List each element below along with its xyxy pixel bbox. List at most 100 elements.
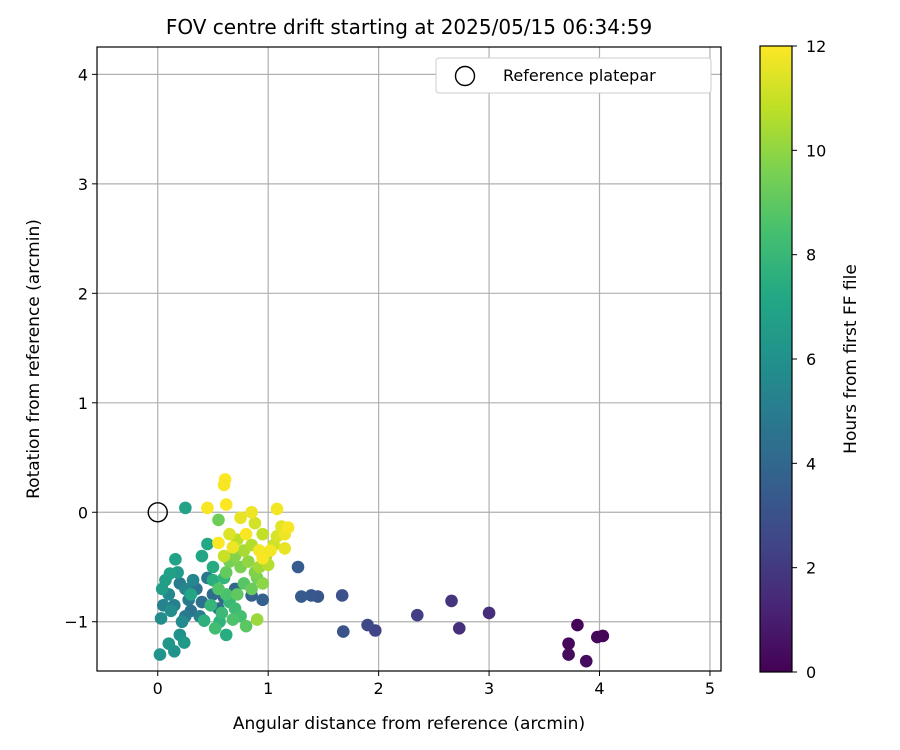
data-point xyxy=(579,654,593,668)
data-point xyxy=(335,589,349,602)
colorbar-tick-label: 8 xyxy=(806,246,816,265)
data-point xyxy=(361,618,374,632)
data-point xyxy=(219,498,233,511)
colorbar-ticks: 0 2 4 6 8 10 12 xyxy=(792,37,826,682)
data-point xyxy=(295,590,308,603)
data-point xyxy=(562,637,575,650)
x-tick-label: 5 xyxy=(705,679,715,698)
legend-marker xyxy=(454,65,476,87)
y-axis-title: Rotation from reference (arcmin) xyxy=(24,219,44,499)
data-point xyxy=(242,555,255,568)
data-point xyxy=(270,502,284,516)
chart-title: FOV centre drift starting at 2025/05/15 … xyxy=(166,15,652,39)
data-points xyxy=(153,473,610,668)
y-tick-label: 0 xyxy=(78,503,88,522)
data-point xyxy=(304,589,318,602)
data-point xyxy=(250,613,264,626)
data-point xyxy=(154,612,168,625)
data-point xyxy=(256,551,269,565)
plot-frame xyxy=(96,46,722,672)
data-point xyxy=(162,637,176,650)
y-tick-label: 2 xyxy=(78,284,88,303)
data-point xyxy=(234,511,247,525)
data-point xyxy=(177,636,191,649)
data-point xyxy=(278,542,292,555)
legend-box xyxy=(435,57,712,94)
x-tick-label: 1 xyxy=(263,679,273,698)
data-point xyxy=(452,622,466,635)
reference-point-marker xyxy=(147,502,168,523)
data-point xyxy=(153,648,167,661)
colorbar-gradient xyxy=(759,45,793,673)
data-point xyxy=(230,588,244,601)
data-point xyxy=(217,478,231,492)
x-tick-label: 2 xyxy=(374,679,384,698)
y-tick-label: 3 xyxy=(78,175,88,194)
data-point xyxy=(256,593,269,607)
data-point xyxy=(186,573,200,587)
colorbar-tick-label: 12 xyxy=(806,37,826,56)
data-point xyxy=(571,618,584,632)
colorbar-tick-label: 4 xyxy=(806,454,816,473)
data-point xyxy=(239,527,253,541)
data-point xyxy=(256,527,269,541)
data-point xyxy=(410,608,424,622)
data-point xyxy=(291,560,305,574)
data-point xyxy=(217,549,231,563)
data-point xyxy=(201,501,214,515)
data-point xyxy=(164,604,178,618)
data-point xyxy=(219,566,233,579)
colorbar: 0 2 4 6 8 10 12 Hours from first FF file xyxy=(759,37,861,682)
data-point xyxy=(195,549,209,563)
data-point xyxy=(215,606,229,620)
data-point xyxy=(219,628,233,642)
colorbar-tick-label: 0 xyxy=(806,663,816,682)
data-point xyxy=(212,582,225,596)
x-tick-label: 0 xyxy=(153,679,163,698)
x-tick-label: 4 xyxy=(594,679,604,698)
data-point xyxy=(226,540,240,554)
data-point xyxy=(248,516,262,530)
data-point xyxy=(336,625,350,638)
colorbar-label: Hours from first FF file xyxy=(841,264,861,454)
data-point xyxy=(591,630,604,644)
data-point xyxy=(445,594,458,608)
data-point xyxy=(223,527,236,541)
data-point xyxy=(226,613,240,626)
data-point xyxy=(201,537,214,551)
data-point xyxy=(281,521,295,534)
grid-lines xyxy=(97,47,721,671)
data-point xyxy=(197,614,211,627)
data-point xyxy=(239,619,253,633)
x-axis-ticks: 0 1 2 3 4 5 xyxy=(153,671,715,698)
colorbar-tick-label: 10 xyxy=(806,141,826,160)
data-point xyxy=(256,577,269,590)
data-point xyxy=(184,588,198,601)
x-tick-label: 3 xyxy=(484,679,494,698)
data-point xyxy=(179,501,192,515)
y-tick-label: 1 xyxy=(78,394,88,413)
data-point xyxy=(212,513,225,527)
data-point xyxy=(482,606,496,620)
legend: Reference platepar xyxy=(435,57,712,94)
data-point xyxy=(245,582,258,596)
data-point xyxy=(264,544,277,557)
x-axis-title: Angular distance from reference (arcmin) xyxy=(233,714,585,734)
data-point xyxy=(169,553,182,566)
plot-area: 0 1 2 3 4 5 −1 0 1 2 3 4 xyxy=(64,46,722,698)
data-point xyxy=(245,505,258,519)
data-point xyxy=(204,599,218,612)
y-axis-ticks: −1 0 1 2 3 4 xyxy=(64,65,97,632)
legend-label: Reference platepar xyxy=(503,66,656,85)
colorbar-tick-label: 6 xyxy=(806,350,816,369)
plot-background xyxy=(97,47,721,671)
data-point xyxy=(562,648,575,661)
data-point xyxy=(212,536,225,550)
y-tick-label: −1 xyxy=(64,613,88,632)
colorbar-tick-label: 2 xyxy=(806,559,816,578)
data-point xyxy=(208,622,222,635)
data-point xyxy=(206,560,220,574)
data-point xyxy=(175,615,189,629)
y-tick-label: 4 xyxy=(78,65,88,84)
